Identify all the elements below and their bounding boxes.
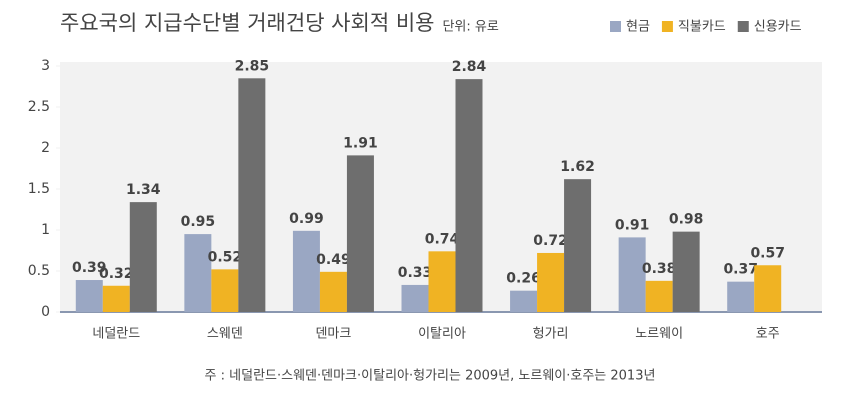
bar: [727, 281, 755, 312]
bar: [754, 265, 782, 312]
bar: [510, 290, 538, 312]
value-label: 0.37: [723, 262, 758, 278]
bar: [537, 252, 565, 312]
value-label: 0.39: [72, 260, 107, 276]
value-label: 1.34: [126, 182, 161, 198]
bar: [401, 284, 429, 312]
bar: [211, 269, 239, 312]
value-label: 1.62: [560, 159, 595, 175]
bar: [184, 234, 212, 312]
value-label: 0.26: [506, 271, 541, 287]
bar: [75, 280, 103, 312]
value-label: 0.72: [533, 233, 568, 249]
bar: [238, 78, 266, 312]
bar: [102, 285, 130, 312]
value-label: 0.57: [750, 245, 785, 261]
legend-label: 직불카드: [678, 20, 726, 35]
value-label: 0.32: [99, 266, 134, 282]
value-label: 2.85: [235, 58, 270, 74]
bar: [319, 271, 347, 312]
value-label: 1.91: [343, 135, 378, 151]
y-tick-label: 3: [41, 58, 50, 74]
value-label: 0.52: [208, 249, 243, 265]
y-tick-label: 2: [41, 140, 50, 156]
y-tick-label: 1.5: [28, 181, 50, 197]
legend-swatch: [737, 21, 749, 32]
bar: [645, 280, 673, 312]
bar: [564, 179, 592, 312]
value-label: 0.99: [289, 211, 324, 227]
chart-note: 주 : 네덜란드·스웨덴·덴마크·이탈리아·헝가리는 2009년, 노르웨이·호…: [205, 369, 656, 384]
value-label: 0.98: [669, 212, 704, 228]
x-tick-label: 덴마크: [315, 327, 351, 342]
value-label: 0.33: [398, 265, 433, 281]
x-tick-label: 스웨덴: [207, 327, 243, 342]
value-label: 0.49: [316, 252, 351, 268]
value-label: 0.91: [615, 217, 650, 233]
value-label: 0.38: [642, 261, 677, 277]
bar: [428, 251, 456, 312]
x-tick-label: 노르웨이: [635, 327, 683, 342]
bar: [292, 230, 320, 312]
x-tick-label: 네덜란드: [92, 327, 140, 342]
legend-swatch: [610, 21, 621, 32]
y-tick-label: 1: [41, 222, 50, 238]
legend-label: 현금: [626, 20, 650, 35]
bar: [455, 79, 483, 313]
chart-title: 주요국의 지급수단별 거래건당 사회적 비용: [60, 11, 434, 35]
bar: [672, 231, 700, 312]
legend-swatch: [661, 21, 673, 32]
x-tick-label: 헝가리: [533, 327, 569, 342]
y-tick-label: 2.5: [28, 99, 50, 115]
legend-label: 신용카드: [754, 20, 802, 35]
bar: [346, 155, 374, 312]
value-label: 0.95: [181, 214, 216, 230]
bar: [618, 237, 646, 312]
bar: [129, 202, 157, 312]
value-label: 0.74: [425, 231, 460, 247]
y-tick-label: 0: [41, 304, 50, 320]
x-tick-label: 호주: [756, 327, 780, 342]
x-tick-label: 이탈리아: [418, 327, 466, 342]
y-tick-label: 0.5: [28, 263, 50, 279]
chart-subtitle: 단위: 유로: [442, 20, 498, 35]
value-label: 2.84: [452, 59, 487, 75]
